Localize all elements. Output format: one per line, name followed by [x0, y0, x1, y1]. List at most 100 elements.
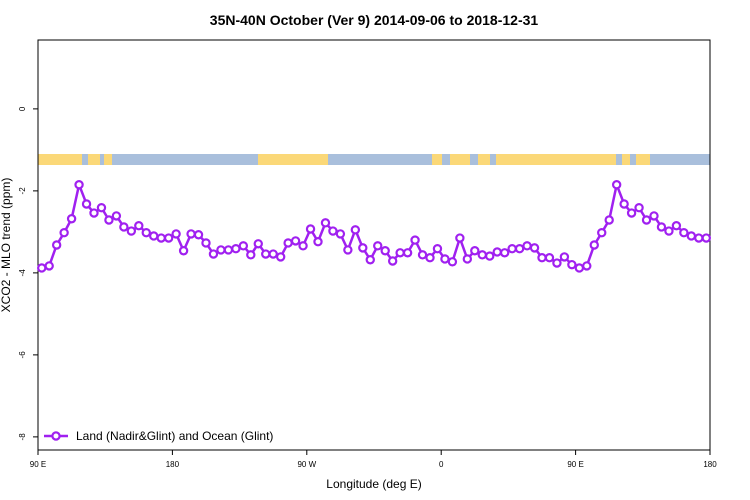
land-band	[636, 154, 650, 165]
y-axis-label: XCO2 - MLO trend (ppm)	[0, 178, 13, 313]
data-point	[335, 229, 346, 239]
data-point	[499, 248, 510, 258]
data-point	[283, 238, 293, 248]
chart-title: 35N-40N October (Ver 9) 2014-09-06 to 20…	[210, 12, 539, 28]
data-point	[544, 253, 555, 263]
data-point	[186, 229, 196, 239]
data-point	[74, 180, 84, 190]
data-point	[402, 248, 413, 258]
data-point	[694, 233, 704, 243]
data-point	[141, 227, 151, 238]
data-point	[358, 243, 368, 253]
land-band	[104, 154, 112, 165]
land-band	[38, 154, 82, 165]
data-point	[261, 249, 271, 259]
data-point	[156, 233, 166, 243]
land-ocean-strip	[38, 154, 710, 165]
data-point	[37, 263, 47, 273]
data-point	[567, 259, 577, 270]
data-point	[514, 243, 525, 254]
data-point	[417, 250, 428, 260]
land-band	[450, 154, 470, 165]
data-point	[522, 241, 532, 251]
data-point	[604, 215, 614, 225]
data-point	[626, 208, 637, 218]
data-point	[582, 261, 592, 271]
land-band	[622, 154, 630, 165]
data-point	[253, 239, 263, 249]
data-point	[470, 246, 480, 256]
data-point	[171, 229, 181, 239]
y-tick-label: -4	[18, 269, 27, 277]
data-point	[552, 258, 562, 268]
data-point	[216, 245, 226, 255]
data-point	[649, 211, 659, 221]
data-point	[671, 221, 682, 231]
data-point	[290, 236, 301, 246]
data-point	[81, 199, 92, 209]
land-band	[496, 154, 616, 165]
legend-marker	[51, 431, 61, 441]
land-band	[432, 154, 442, 165]
data-point	[559, 252, 570, 262]
data-point	[51, 240, 62, 250]
data-point	[59, 227, 69, 238]
data-point	[111, 211, 122, 221]
data-point	[634, 202, 644, 213]
data-point	[462, 254, 473, 264]
data-point	[149, 231, 159, 241]
ocean-band	[38, 154, 710, 165]
data-point	[656, 222, 667, 232]
data-point	[223, 245, 234, 255]
x-tick-label: 180	[166, 460, 180, 469]
data-point	[104, 215, 114, 225]
data-point	[231, 243, 241, 254]
data-point	[701, 233, 711, 243]
data-point	[238, 241, 249, 251]
data-point	[529, 243, 540, 253]
x-tick-label: 90 W	[297, 460, 316, 469]
data-point	[477, 250, 487, 260]
data-point	[373, 241, 383, 251]
data-point	[44, 261, 54, 271]
data-point	[679, 227, 689, 238]
data-point	[395, 248, 405, 258]
x-tick-label: 90 E	[30, 460, 46, 469]
data-point	[96, 202, 107, 213]
data-point	[320, 218, 331, 228]
data-point	[611, 180, 622, 190]
data-point	[89, 208, 99, 218]
data-point	[66, 214, 77, 224]
data-point	[246, 250, 256, 260]
data-point	[343, 245, 353, 255]
data-point	[447, 257, 458, 267]
data-point	[664, 226, 674, 236]
data-point	[201, 238, 211, 248]
x-tick-label: 0	[439, 460, 444, 469]
data-point	[387, 256, 398, 266]
data-point	[507, 243, 517, 254]
data-point	[298, 241, 308, 251]
x-axis-label: Longitude (deg E)	[326, 477, 421, 491]
data-point	[365, 255, 375, 265]
land-band	[258, 154, 328, 165]
y-tick-label: -6	[18, 351, 27, 359]
data-point	[193, 230, 204, 240]
data-point	[328, 226, 338, 236]
data-point	[485, 251, 495, 261]
data-point	[163, 233, 174, 243]
data-point	[313, 237, 323, 247]
x-tick-label: 90 E	[567, 460, 583, 469]
land-band	[478, 154, 490, 165]
data-point	[597, 227, 607, 238]
legend: Land (Nadir&Glint) and Ocean (Glint)	[44, 429, 273, 443]
y-tick-label: -2	[18, 187, 27, 195]
data-point	[641, 215, 652, 225]
data-point	[440, 254, 450, 264]
data-point	[134, 221, 144, 231]
data-point	[126, 226, 137, 236]
data-point	[455, 233, 465, 243]
data-point	[589, 240, 599, 250]
data-point	[432, 243, 443, 254]
